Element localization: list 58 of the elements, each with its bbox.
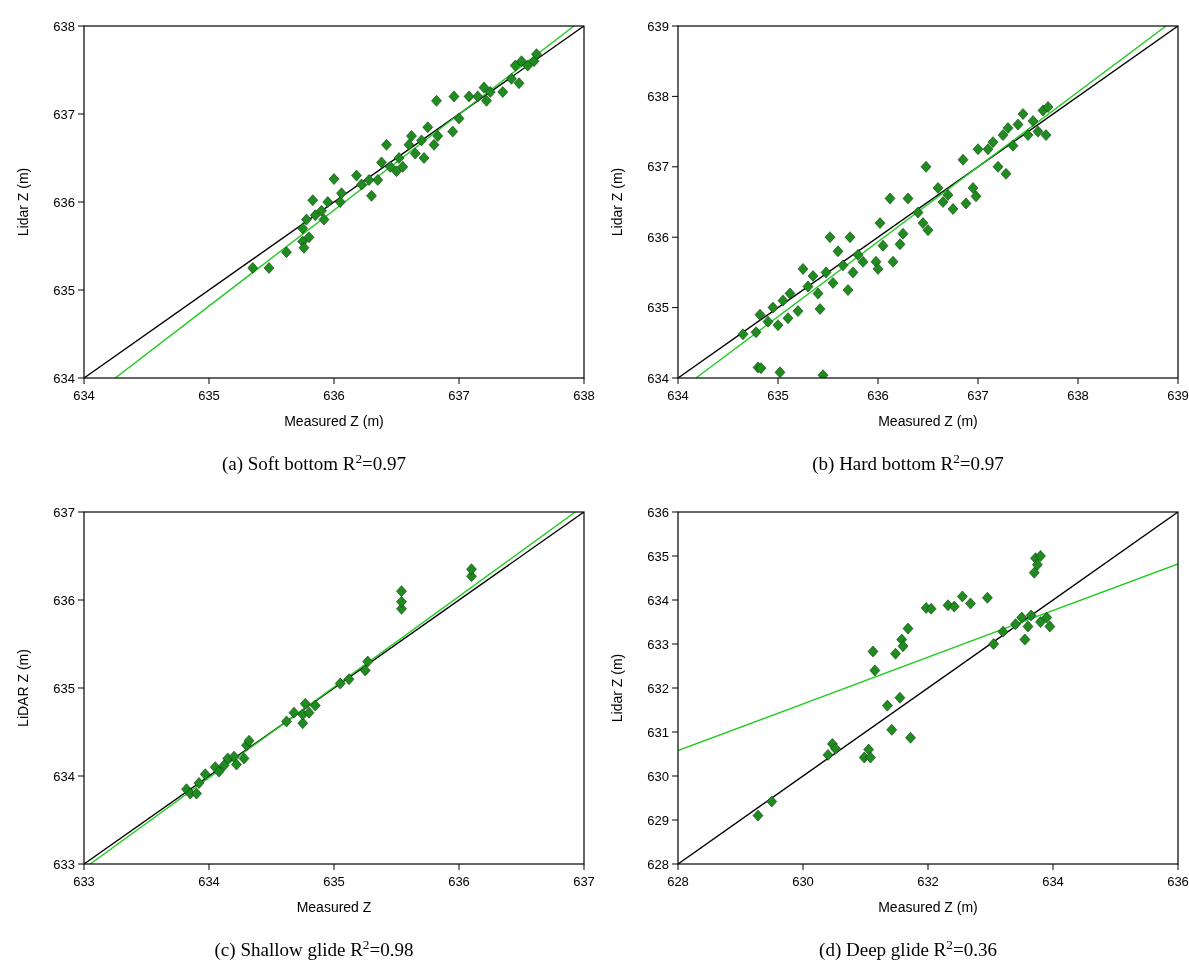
y-axis-title: Lidar Z (m): [609, 167, 625, 237]
y-tick-label: 637: [53, 504, 75, 520]
x-tick-label: 628: [667, 874, 689, 889]
x-tick-label: 634: [1042, 874, 1064, 889]
y-tick-label: 636: [647, 504, 669, 520]
x-tick-label: 637: [967, 388, 989, 403]
text: (b) Hard bottom R$^{2}$=0.97: [812, 450, 1004, 475]
x-tick-label: 634: [667, 388, 689, 403]
y-tick-label: 636: [53, 592, 75, 608]
x-tick-label: 635: [198, 388, 220, 403]
x-axis-title: Measured Z: [296, 899, 372, 915]
y-axis-title: LiDAR Z (m): [15, 649, 31, 727]
y-tick-label: 628: [647, 856, 669, 872]
x-tick-label: 634: [198, 874, 220, 889]
y-tick-label: 634: [53, 768, 75, 784]
text: (c) Shallow glide R$^{2}$=0.98: [214, 936, 414, 961]
x-axis-title: Measured Z (m): [878, 413, 978, 429]
y-tick-label: 634: [647, 370, 669, 386]
y-tick-label: 634: [53, 370, 75, 386]
x-tick-label: 636: [323, 388, 345, 403]
y-tick-label: 635: [53, 282, 75, 298]
x-tick-label: 630: [792, 874, 814, 889]
y-tick-label: 637: [647, 159, 669, 175]
x-tick-label: 635: [323, 874, 345, 889]
x-tick-label: 633: [73, 874, 95, 889]
x-tick-label: 639: [1167, 388, 1189, 403]
x-axis-title: Measured Z (m): [878, 899, 978, 915]
y-tick-label: 631: [647, 724, 669, 740]
y-axis-title: Lidar Z (m): [15, 167, 31, 237]
y-tick-label: 632: [647, 680, 669, 696]
y-tick-label: 638: [647, 88, 669, 104]
y-tick-label: 634: [647, 592, 669, 608]
x-axis-title: Measured Z (m): [284, 413, 384, 429]
x-tick-label: 635: [767, 388, 789, 403]
y-tick-label: 636: [53, 194, 75, 210]
x-tick-label: 636: [1167, 874, 1189, 889]
y-tick-label: 629: [647, 812, 669, 828]
y-tick-label: 635: [647, 548, 669, 564]
x-tick-label: 638: [1067, 388, 1089, 403]
x-tick-label: 634: [73, 388, 95, 403]
x-tick-label: 632: [917, 874, 939, 889]
y-tick-label: 635: [647, 300, 669, 316]
y-tick-label: 630: [647, 768, 669, 784]
y-axis-title: Lidar Z (m): [609, 653, 625, 723]
x-tick-label: 636: [867, 388, 889, 403]
y-tick-label: 633: [647, 636, 669, 652]
y-tick-label: 633: [53, 856, 75, 872]
x-tick-label: 638: [573, 388, 595, 403]
y-tick-label: 636: [647, 229, 669, 245]
y-tick-label: 637: [53, 106, 75, 122]
text: (a) Soft bottom R$^{2}$=0.97: [221, 450, 407, 475]
text: (d) Deep glide R$^{2}$=0.36: [819, 936, 997, 961]
x-tick-label: 636: [448, 874, 470, 889]
x-tick-label: 637: [573, 874, 595, 889]
y-tick-label: 638: [53, 18, 75, 34]
y-tick-label: 635: [53, 680, 75, 696]
x-tick-label: 637: [448, 388, 470, 403]
y-tick-label: 639: [647, 18, 669, 34]
